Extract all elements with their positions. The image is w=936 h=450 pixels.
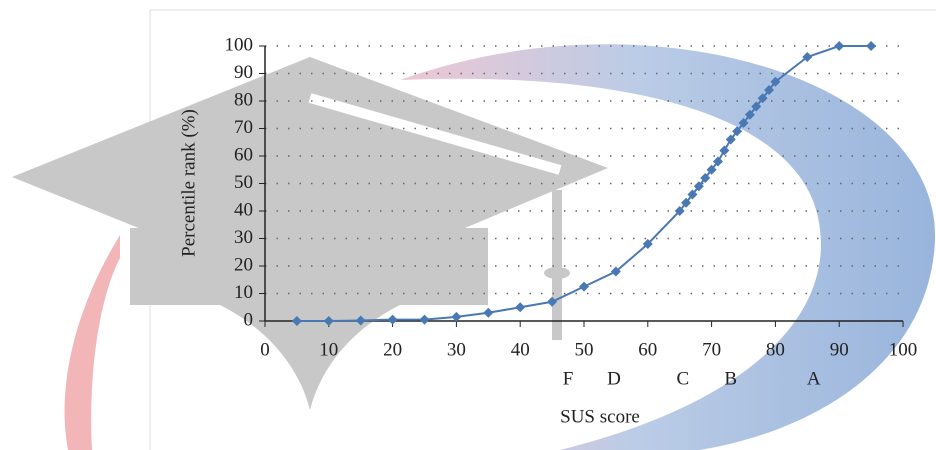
x-tick-label: 20 — [383, 339, 402, 360]
chart: SUS score Percentile rank (%) 0 10 20 30 40 5… — [0, 0, 936, 450]
x-tick-label: 60 — [638, 339, 657, 360]
y-tick-label: 80 — [234, 89, 253, 110]
y-tick-label: 70 — [234, 117, 253, 138]
data-point — [515, 302, 525, 312]
x-tick-label: 10 — [319, 339, 338, 360]
y-tick-label: 90 — [234, 62, 253, 83]
background-logo — [12, 10, 936, 450]
logo-cap-top — [12, 57, 608, 295]
y-tick-label: 0 — [244, 309, 254, 330]
x-tick-label: 80 — [766, 339, 785, 360]
data-point — [719, 146, 729, 156]
x-tick-label: 100 — [889, 339, 918, 360]
x-tick-label: 50 — [575, 339, 594, 360]
grade-label: D — [607, 368, 621, 389]
y-axis-label: Percentile rank (%) — [178, 109, 199, 257]
y-tick-label: 20 — [234, 254, 253, 275]
x-tick-label: 70 — [702, 339, 721, 360]
y-tick-label: 30 — [234, 227, 253, 248]
logo-swoosh-left — [65, 235, 120, 450]
logo-tassel-knot — [544, 267, 570, 279]
y-tick-label: 50 — [234, 172, 253, 193]
x-tick-label: 40 — [511, 339, 530, 360]
data-point — [579, 282, 589, 292]
grade-label: C — [677, 368, 690, 389]
logo-tassel — [552, 190, 562, 340]
x-axis-label: SUS score — [560, 406, 640, 427]
data-point — [483, 308, 493, 318]
grade-label: B — [724, 368, 737, 389]
data-point — [388, 315, 398, 325]
y-tick-label: 10 — [234, 282, 253, 303]
x-tick-label: 90 — [830, 339, 849, 360]
grade-label: A — [807, 368, 821, 389]
x-tick-label: 30 — [447, 339, 466, 360]
y-tick-label: 40 — [234, 199, 253, 220]
data-point — [834, 41, 844, 51]
x-tick-label: 0 — [260, 339, 270, 360]
grade-label: F — [563, 368, 574, 389]
y-tick-label: 60 — [234, 144, 253, 165]
data-point — [866, 41, 876, 51]
data-point — [420, 315, 430, 325]
y-tick-label: 100 — [225, 34, 254, 55]
